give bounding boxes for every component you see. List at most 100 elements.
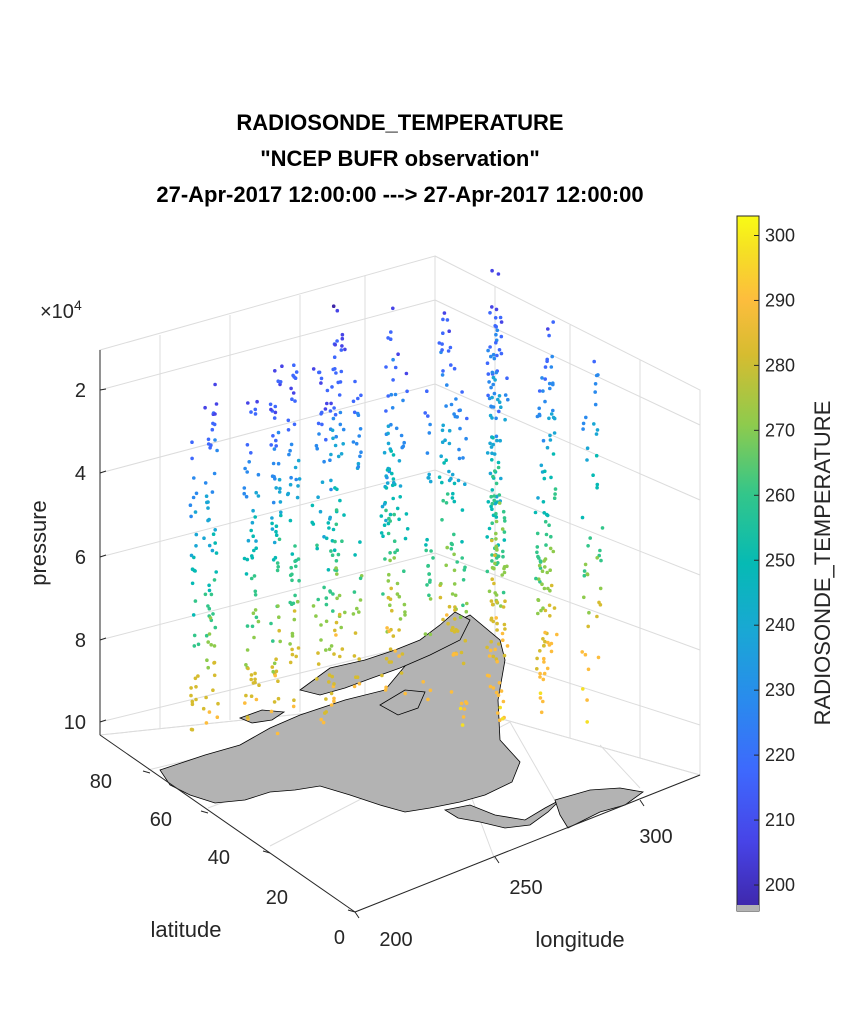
data-point — [447, 441, 452, 446]
data-point — [441, 617, 445, 622]
data-point — [454, 397, 458, 401]
data-point — [289, 475, 293, 480]
data-point — [325, 401, 329, 406]
data-point — [461, 456, 465, 460]
data-point — [320, 422, 324, 427]
data-point — [459, 701, 464, 706]
data-point — [317, 432, 321, 436]
data-point — [551, 382, 555, 387]
data-point — [490, 602, 495, 607]
data-point — [327, 673, 332, 677]
data-point — [500, 527, 505, 531]
data-point — [495, 548, 499, 552]
data-point — [544, 512, 549, 517]
data-point — [311, 522, 316, 526]
data-point — [541, 606, 545, 610]
data-point — [547, 603, 552, 608]
data-point — [278, 380, 283, 384]
data-point — [391, 357, 395, 362]
data-point — [337, 612, 342, 617]
data-point — [489, 354, 493, 359]
data-point — [244, 663, 248, 667]
data-point — [428, 578, 432, 583]
land-north-america — [159, 614, 521, 813]
data-point — [194, 685, 198, 689]
data-point — [292, 422, 297, 427]
data-point — [491, 382, 496, 387]
data-point — [542, 656, 546, 661]
data-point — [356, 396, 360, 401]
data-point — [541, 699, 545, 704]
data-point — [209, 592, 214, 597]
data-point — [488, 311, 492, 315]
data-point — [538, 696, 543, 700]
data-point — [388, 512, 393, 517]
data-point — [327, 647, 332, 652]
data-point — [207, 710, 212, 714]
x-tick-label: 200 — [379, 929, 412, 951]
data-point — [275, 568, 280, 573]
data-point — [288, 518, 293, 523]
data-point — [488, 471, 493, 476]
data-point — [421, 680, 426, 684]
data-point — [388, 551, 392, 555]
data-point — [289, 442, 294, 447]
data-point — [496, 272, 501, 276]
data-point — [254, 490, 258, 495]
data-point — [485, 535, 490, 539]
data-point — [249, 694, 254, 698]
data-point — [357, 681, 362, 686]
data-point — [392, 539, 397, 543]
data-point — [496, 465, 501, 470]
data-point — [457, 456, 462, 461]
data-point — [486, 393, 490, 398]
data-point — [444, 501, 449, 505]
data-point — [382, 523, 387, 527]
data-point — [310, 503, 315, 508]
data-point — [594, 453, 599, 458]
data-point — [318, 509, 323, 514]
data-point — [586, 544, 590, 548]
data-point — [279, 513, 283, 518]
data-point — [544, 532, 549, 537]
data-point — [290, 647, 294, 652]
data-point — [494, 511, 498, 516]
data-point — [386, 579, 391, 583]
data-point — [245, 624, 250, 628]
data-point — [450, 592, 455, 596]
data-point — [535, 531, 540, 536]
data-point — [255, 399, 259, 404]
data-point — [494, 515, 499, 519]
data-point — [538, 691, 543, 695]
data-point — [322, 585, 326, 590]
data-point — [499, 689, 504, 693]
data-point — [359, 450, 363, 455]
data-point — [583, 562, 588, 567]
data-point — [503, 519, 507, 523]
data-point — [549, 534, 553, 539]
data-point — [551, 452, 556, 456]
data-point — [485, 451, 490, 455]
data-point — [214, 570, 218, 574]
data-point — [275, 731, 280, 736]
data-point — [190, 440, 194, 445]
data-point — [490, 507, 494, 512]
data-point — [207, 543, 212, 548]
data-point — [278, 486, 282, 491]
data-point — [250, 624, 255, 629]
x-axis-label: longitude — [535, 927, 624, 952]
colorbar-tick-label: 260 — [765, 485, 795, 505]
data-point — [453, 608, 457, 612]
data-point — [355, 675, 360, 679]
data-point — [315, 546, 320, 551]
data-point — [289, 386, 293, 391]
data-point — [336, 454, 341, 459]
data-point — [538, 649, 542, 653]
data-point — [495, 621, 499, 626]
data-point — [358, 598, 363, 602]
data-point — [273, 555, 278, 560]
data-point — [395, 592, 400, 596]
data-point — [249, 677, 253, 682]
data-point — [499, 405, 503, 410]
data-point — [452, 481, 457, 486]
